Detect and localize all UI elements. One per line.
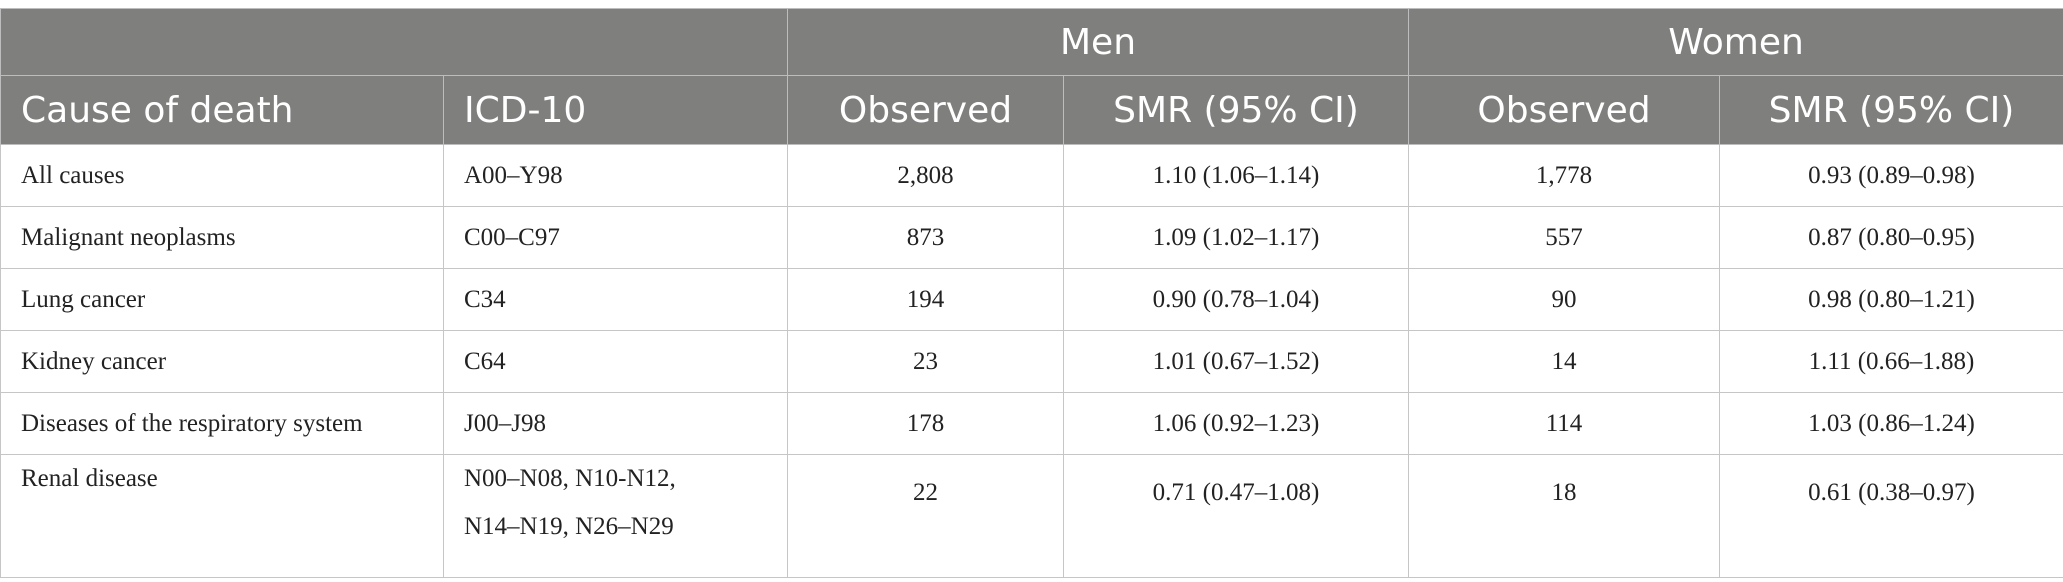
column-header-observed-women: Observed xyxy=(1408,75,1720,145)
icd-line-2: N14–N19, N26–N29 xyxy=(464,513,674,540)
group-header-women: Women xyxy=(1407,8,2063,76)
women-observed-cell: 1,778 xyxy=(1408,144,1720,207)
icd-cell: C64 xyxy=(443,330,788,393)
women-smr-cell: 0.87 (0.80–0.95) xyxy=(1718,206,2063,269)
cause-cell: Malignant neoplasms xyxy=(0,206,444,269)
men-smr-cell: 0.90 (0.78–1.04) xyxy=(1063,268,1409,331)
column-header-smr-men: SMR (95% CI) xyxy=(1063,75,1409,145)
icd-cell: A00–Y98 xyxy=(443,144,788,207)
group-header-row: Men Women xyxy=(0,8,2063,76)
men-observed-cell: 194 xyxy=(787,268,1064,331)
women-observed-cell: 114 xyxy=(1408,392,1720,455)
group-header-blank xyxy=(0,8,788,76)
column-header-observed-men: Observed xyxy=(787,75,1064,145)
cause-cell: Lung cancer xyxy=(0,268,444,331)
women-observed-cell: 18 xyxy=(1408,454,1720,578)
men-observed-cell: 2,808 xyxy=(787,144,1064,207)
table-row: Diseases of the respiratory system J00–J… xyxy=(0,392,2063,455)
table-row: Renal disease N00–N08, N10-N12, N14–N19,… xyxy=(0,454,2063,578)
men-smr-cell: 1.01 (0.67–1.52) xyxy=(1063,330,1409,393)
column-header-smr-women: SMR (95% CI) xyxy=(1718,75,2063,145)
icd-cell: C34 xyxy=(443,268,788,331)
women-smr-cell: 1.11 (0.66–1.88) xyxy=(1718,330,2063,393)
men-observed-cell: 22 xyxy=(787,454,1064,578)
column-header-icd: ICD-10 xyxy=(443,75,788,145)
table-row: All causes A00–Y98 2,808 1.10 (1.06–1.14… xyxy=(0,144,2063,207)
cause-cell: Renal disease xyxy=(0,454,444,578)
cause-cell: Kidney cancer xyxy=(0,330,444,393)
women-smr-cell: 0.93 (0.89–0.98) xyxy=(1718,144,2063,207)
women-observed-cell: 14 xyxy=(1408,330,1720,393)
cause-cell: Diseases of the respiratory system xyxy=(0,392,444,455)
icd-cell: J00–J98 xyxy=(443,392,788,455)
men-smr-cell: 1.10 (1.06–1.14) xyxy=(1063,144,1409,207)
men-observed-cell: 23 xyxy=(787,330,1064,393)
men-smr-cell: 0.71 (0.47–1.08) xyxy=(1063,454,1409,578)
women-smr-cell: 1.03 (0.86–1.24) xyxy=(1718,392,2063,455)
table-row: Lung cancer C34 194 0.90 (0.78–1.04) 90 … xyxy=(0,268,2063,331)
icd-line-1: N00–N08, N10-N12, xyxy=(464,465,676,492)
column-header-cause: Cause of death xyxy=(0,75,444,145)
men-smr-cell: 1.06 (0.92–1.23) xyxy=(1063,392,1409,455)
column-header-row: Cause of death ICD-10 Observed SMR (95% … xyxy=(0,75,2063,145)
mortality-table: Men Women Cause of death ICD-10 Observed… xyxy=(0,8,2063,578)
men-observed-cell: 178 xyxy=(787,392,1064,455)
table-row: Kidney cancer C64 23 1.01 (0.67–1.52) 14… xyxy=(0,330,2063,393)
women-observed-cell: 557 xyxy=(1408,206,1720,269)
women-smr-cell: 0.98 (0.80–1.21) xyxy=(1718,268,2063,331)
icd-cell: N00–N08, N10-N12, N14–N19, N26–N29 xyxy=(443,454,788,578)
table-row: Malignant neoplasms C00–C97 873 1.09 (1.… xyxy=(0,206,2063,269)
women-smr-cell: 0.61 (0.38–0.97) xyxy=(1718,454,2063,578)
men-observed-cell: 873 xyxy=(787,206,1064,269)
group-header-men: Men xyxy=(787,8,1409,76)
men-smr-cell: 1.09 (1.02–1.17) xyxy=(1063,206,1409,269)
icd-cell: C00–C97 xyxy=(443,206,788,269)
cause-cell: All causes xyxy=(0,144,444,207)
women-observed-cell: 90 xyxy=(1408,268,1720,331)
